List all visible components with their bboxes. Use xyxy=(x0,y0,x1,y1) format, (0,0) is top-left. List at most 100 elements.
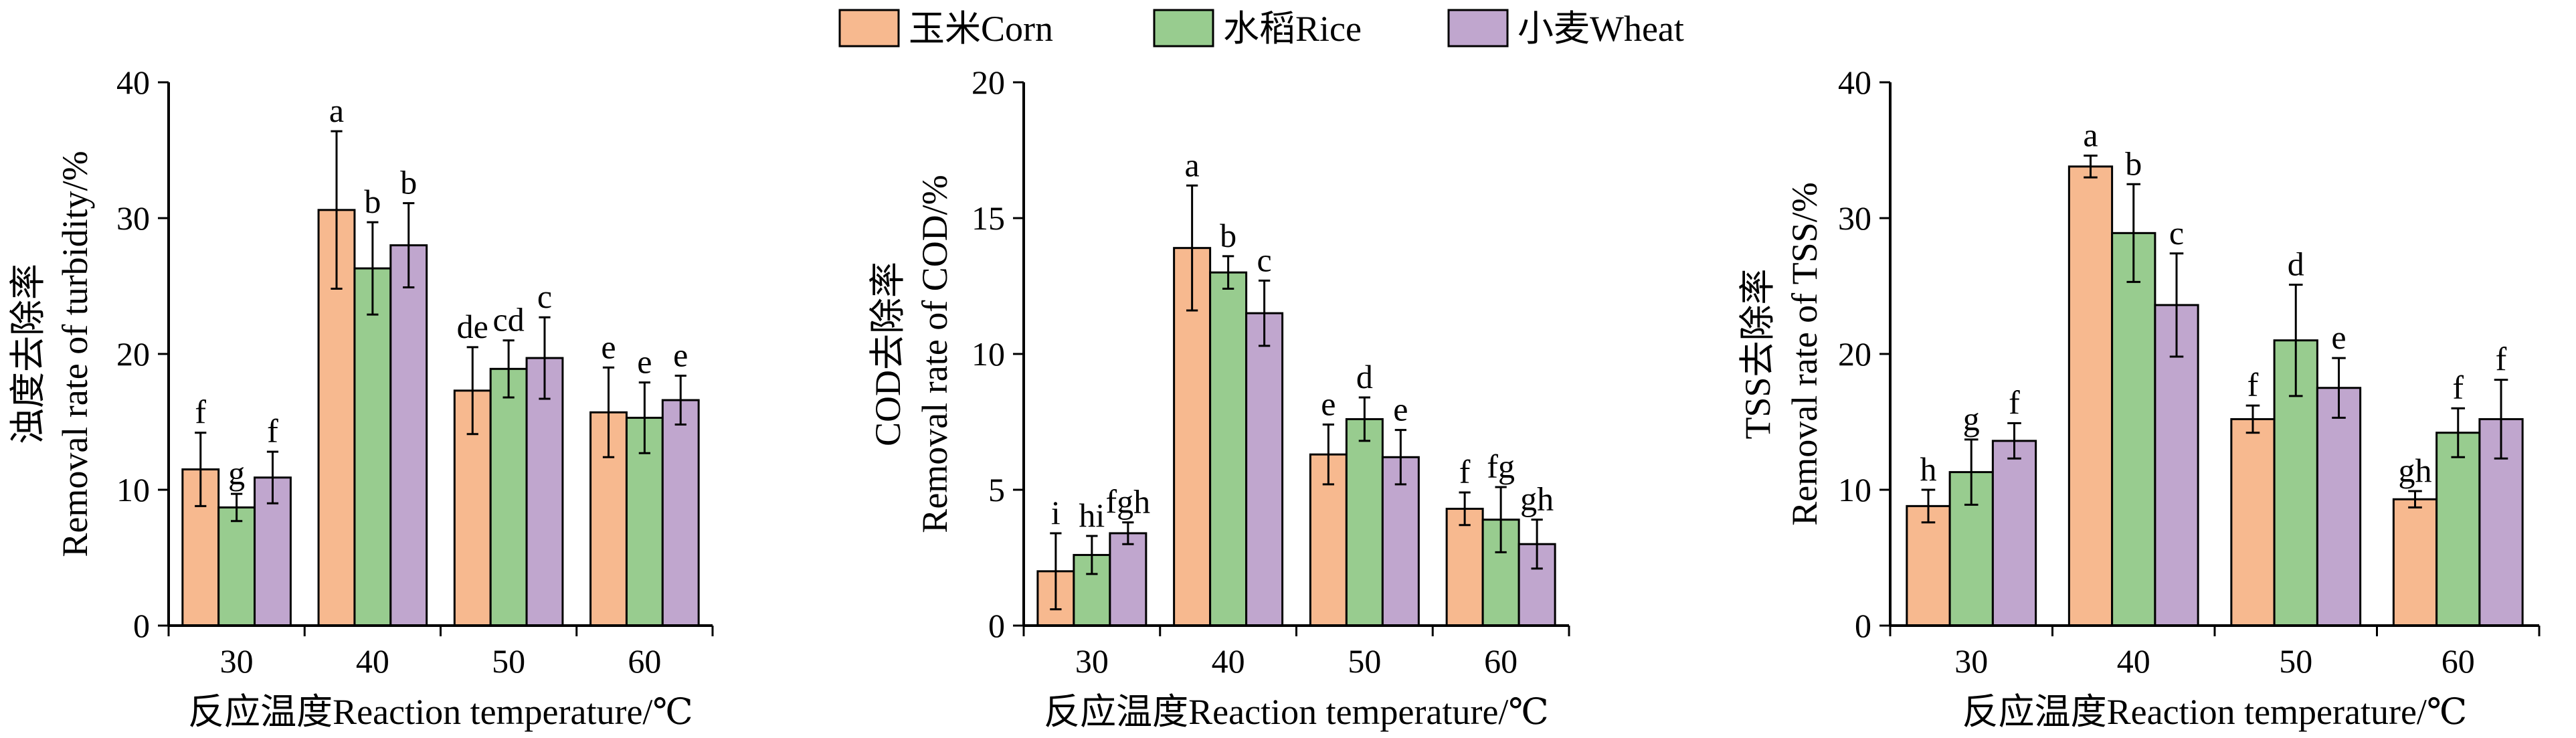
x-tick-label: 40 xyxy=(2117,642,2150,680)
error-bar xyxy=(2007,422,2021,460)
significance-label: f xyxy=(2452,369,2464,406)
y-tick-label: 40 xyxy=(116,64,150,101)
bar xyxy=(1445,507,1484,627)
significance-label: hi xyxy=(1079,496,1105,534)
error-bar xyxy=(1050,532,1062,611)
y-tick-label: 40 xyxy=(1838,64,1871,101)
significance-label: f xyxy=(2496,341,2507,378)
x-tick-label: 50 xyxy=(492,642,525,680)
bar xyxy=(2392,498,2438,627)
bar xyxy=(1209,271,1248,627)
legend-swatch xyxy=(1447,9,1509,48)
error-bar xyxy=(1186,184,1198,312)
error-bar xyxy=(602,366,615,458)
bar xyxy=(1109,532,1147,627)
y-axis-title-line-2: Removal rate of turbidity/% xyxy=(55,151,95,557)
bar xyxy=(489,367,528,627)
y-tick-label: 0 xyxy=(1855,607,1871,644)
significance-label: e xyxy=(601,328,616,365)
significance-label: g xyxy=(228,454,245,492)
bar xyxy=(1245,312,1284,627)
y-axis-title-line-2: Removal rate of COD/% xyxy=(915,175,955,533)
bar xyxy=(217,506,256,627)
significance-label: e xyxy=(637,343,652,381)
significance-label: g xyxy=(1963,400,1980,438)
significance-label: b xyxy=(1220,217,1236,254)
chart-panel-2: i a e f hi b d fg fgh c e gh 0 5 10 15 20 30 40 50 60 反应温度Rea… xyxy=(868,64,1570,732)
significance-label: b xyxy=(2125,145,2142,182)
significance-label: c xyxy=(537,278,552,315)
x-tick-label: 40 xyxy=(356,642,389,680)
significance-label: h xyxy=(1920,450,1936,488)
bar xyxy=(2067,165,2114,627)
y-axis-title-line-1: 浊度去除率 xyxy=(8,264,48,444)
y-tick-label: 0 xyxy=(133,607,150,644)
significance-label: a xyxy=(329,92,344,129)
bar xyxy=(2230,418,2276,627)
x-axis-title: 反应温度Reaction temperature/℃ xyxy=(188,692,693,732)
error-bar xyxy=(466,346,478,436)
y-tick-label: 0 xyxy=(988,607,1005,644)
y-tick-label: 10 xyxy=(116,471,150,509)
significance-label: f xyxy=(1459,453,1471,490)
bar xyxy=(661,399,700,627)
y-tick-label: 10 xyxy=(972,335,1005,373)
error-bar xyxy=(2408,490,2422,509)
error-bar xyxy=(1459,491,1471,527)
y-tick-label: 30 xyxy=(1838,199,1871,237)
bar xyxy=(2435,432,2481,627)
significance-label: cd xyxy=(493,301,525,339)
y-tick-label: 20 xyxy=(116,335,150,373)
error-bar xyxy=(2288,283,2303,397)
bar xyxy=(2316,387,2362,627)
error-bar xyxy=(674,374,686,426)
significance-label: d xyxy=(2288,245,2304,282)
error-bar xyxy=(1394,429,1407,486)
x-tick-label: 60 xyxy=(1484,642,1517,680)
error-bar xyxy=(2084,155,2098,179)
significance-label: d xyxy=(1356,358,1373,395)
error-bar xyxy=(2451,407,2466,458)
legend-swatch xyxy=(1153,9,1214,48)
significance-label: f xyxy=(195,393,206,431)
error-bar xyxy=(1322,424,1335,486)
x-tick-label: 30 xyxy=(1075,642,1109,680)
error-bar xyxy=(2245,404,2260,434)
error-bar xyxy=(1358,396,1371,442)
error-bar xyxy=(367,221,379,316)
y-tick-label: 20 xyxy=(972,64,1005,101)
legend-swatch xyxy=(838,9,900,48)
x-tick-label: 50 xyxy=(1348,642,1381,680)
y-axis-title-line-2: Removal rate of TSS/% xyxy=(1784,182,1825,525)
bar xyxy=(389,244,428,627)
y-tick-label: 5 xyxy=(988,471,1005,509)
significance-label: b xyxy=(364,183,381,220)
error-bar xyxy=(403,202,415,289)
error-bar xyxy=(2126,183,2141,283)
error-bar xyxy=(1258,279,1271,347)
significance-label: de xyxy=(457,308,488,345)
error-bar xyxy=(1495,486,1507,553)
y-axis-title-line-1: TSS去除率 xyxy=(1738,268,1778,439)
y-axis-title-line-1: COD去除率 xyxy=(868,262,908,446)
significance-label: c xyxy=(2169,214,2184,252)
error-bar xyxy=(502,339,515,399)
error-bar xyxy=(1086,535,1098,575)
legend-label: 玉米Corn xyxy=(909,9,1053,49)
significance-label: f xyxy=(267,412,278,450)
x-axis-title: 反应温度Reaction temperature/℃ xyxy=(1962,692,2468,732)
y-tick-label: 15 xyxy=(972,199,1005,237)
error-bar xyxy=(195,432,207,507)
error-bar xyxy=(266,450,279,504)
significance-label: e xyxy=(2331,318,2346,356)
y-tick-label: 10 xyxy=(1838,471,1871,509)
significance-label: f xyxy=(2247,366,2259,403)
error-bar xyxy=(2169,252,2184,358)
y-tick-label: 20 xyxy=(1838,335,1871,373)
bar xyxy=(1991,440,2037,627)
error-bar xyxy=(331,130,343,290)
error-bar xyxy=(1964,438,1979,506)
significance-label: e xyxy=(673,336,688,373)
